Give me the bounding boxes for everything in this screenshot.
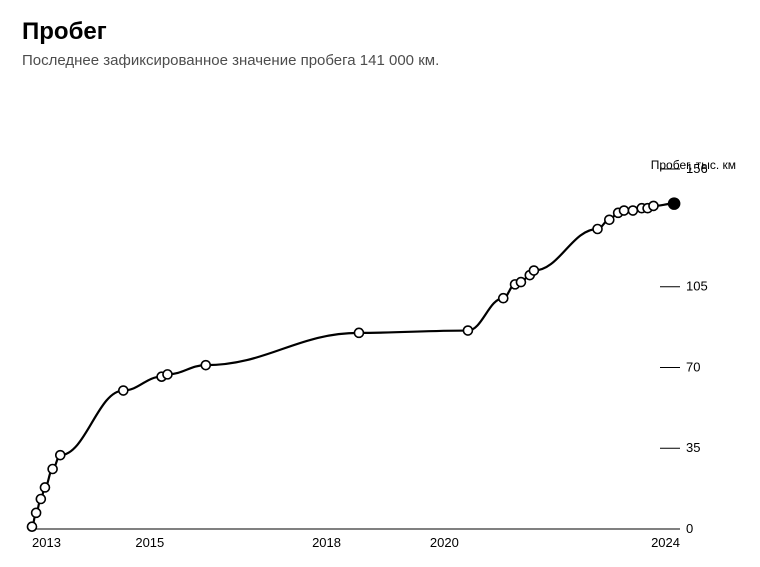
- data-point[interactable]: [620, 206, 629, 215]
- data-point[interactable]: [119, 386, 128, 395]
- data-point[interactable]: [201, 361, 210, 370]
- data-point[interactable]: [32, 508, 41, 517]
- data-point[interactable]: [529, 266, 538, 275]
- x-tick-label: 2018: [312, 535, 341, 550]
- data-point[interactable]: [649, 201, 658, 210]
- data-point[interactable]: [48, 465, 57, 474]
- x-tick-label: 2013: [32, 535, 61, 550]
- data-point[interactable]: [56, 451, 65, 460]
- mileage-chart-svg: 2013201520182020202403570105156Пробег, т…: [22, 157, 738, 557]
- x-tick-label: 2015: [135, 535, 164, 550]
- data-point[interactable]: [593, 225, 602, 234]
- data-point[interactable]: [36, 495, 45, 504]
- data-point[interactable]: [516, 278, 525, 287]
- data-point[interactable]: [163, 370, 172, 379]
- page-subtitle: Последнее зафиксированное значение пробе…: [22, 52, 738, 69]
- x-tick-label: 2020: [430, 535, 459, 550]
- data-point[interactable]: [605, 215, 614, 224]
- data-point[interactable]: [28, 522, 37, 531]
- x-tick-label: 2024: [651, 535, 680, 550]
- y-axis-label: Пробег, тыс. км: [651, 158, 736, 172]
- data-point[interactable]: [463, 326, 472, 335]
- y-tick-label: 0: [686, 521, 693, 536]
- data-point[interactable]: [40, 483, 49, 492]
- y-tick-label: 105: [686, 279, 708, 294]
- y-tick-label: 35: [686, 440, 700, 455]
- data-point[interactable]: [354, 328, 363, 337]
- data-point-latest[interactable]: [669, 198, 680, 209]
- mileage-line: [32, 204, 674, 527]
- data-point[interactable]: [628, 206, 637, 215]
- data-point[interactable]: [499, 294, 508, 303]
- mileage-report: Пробег Последнее зафиксированное значени…: [0, 0, 760, 567]
- y-tick-label: 70: [686, 359, 700, 374]
- mileage-chart: 2013201520182020202403570105156Пробег, т…: [22, 157, 738, 557]
- page-title: Пробег: [22, 18, 738, 46]
